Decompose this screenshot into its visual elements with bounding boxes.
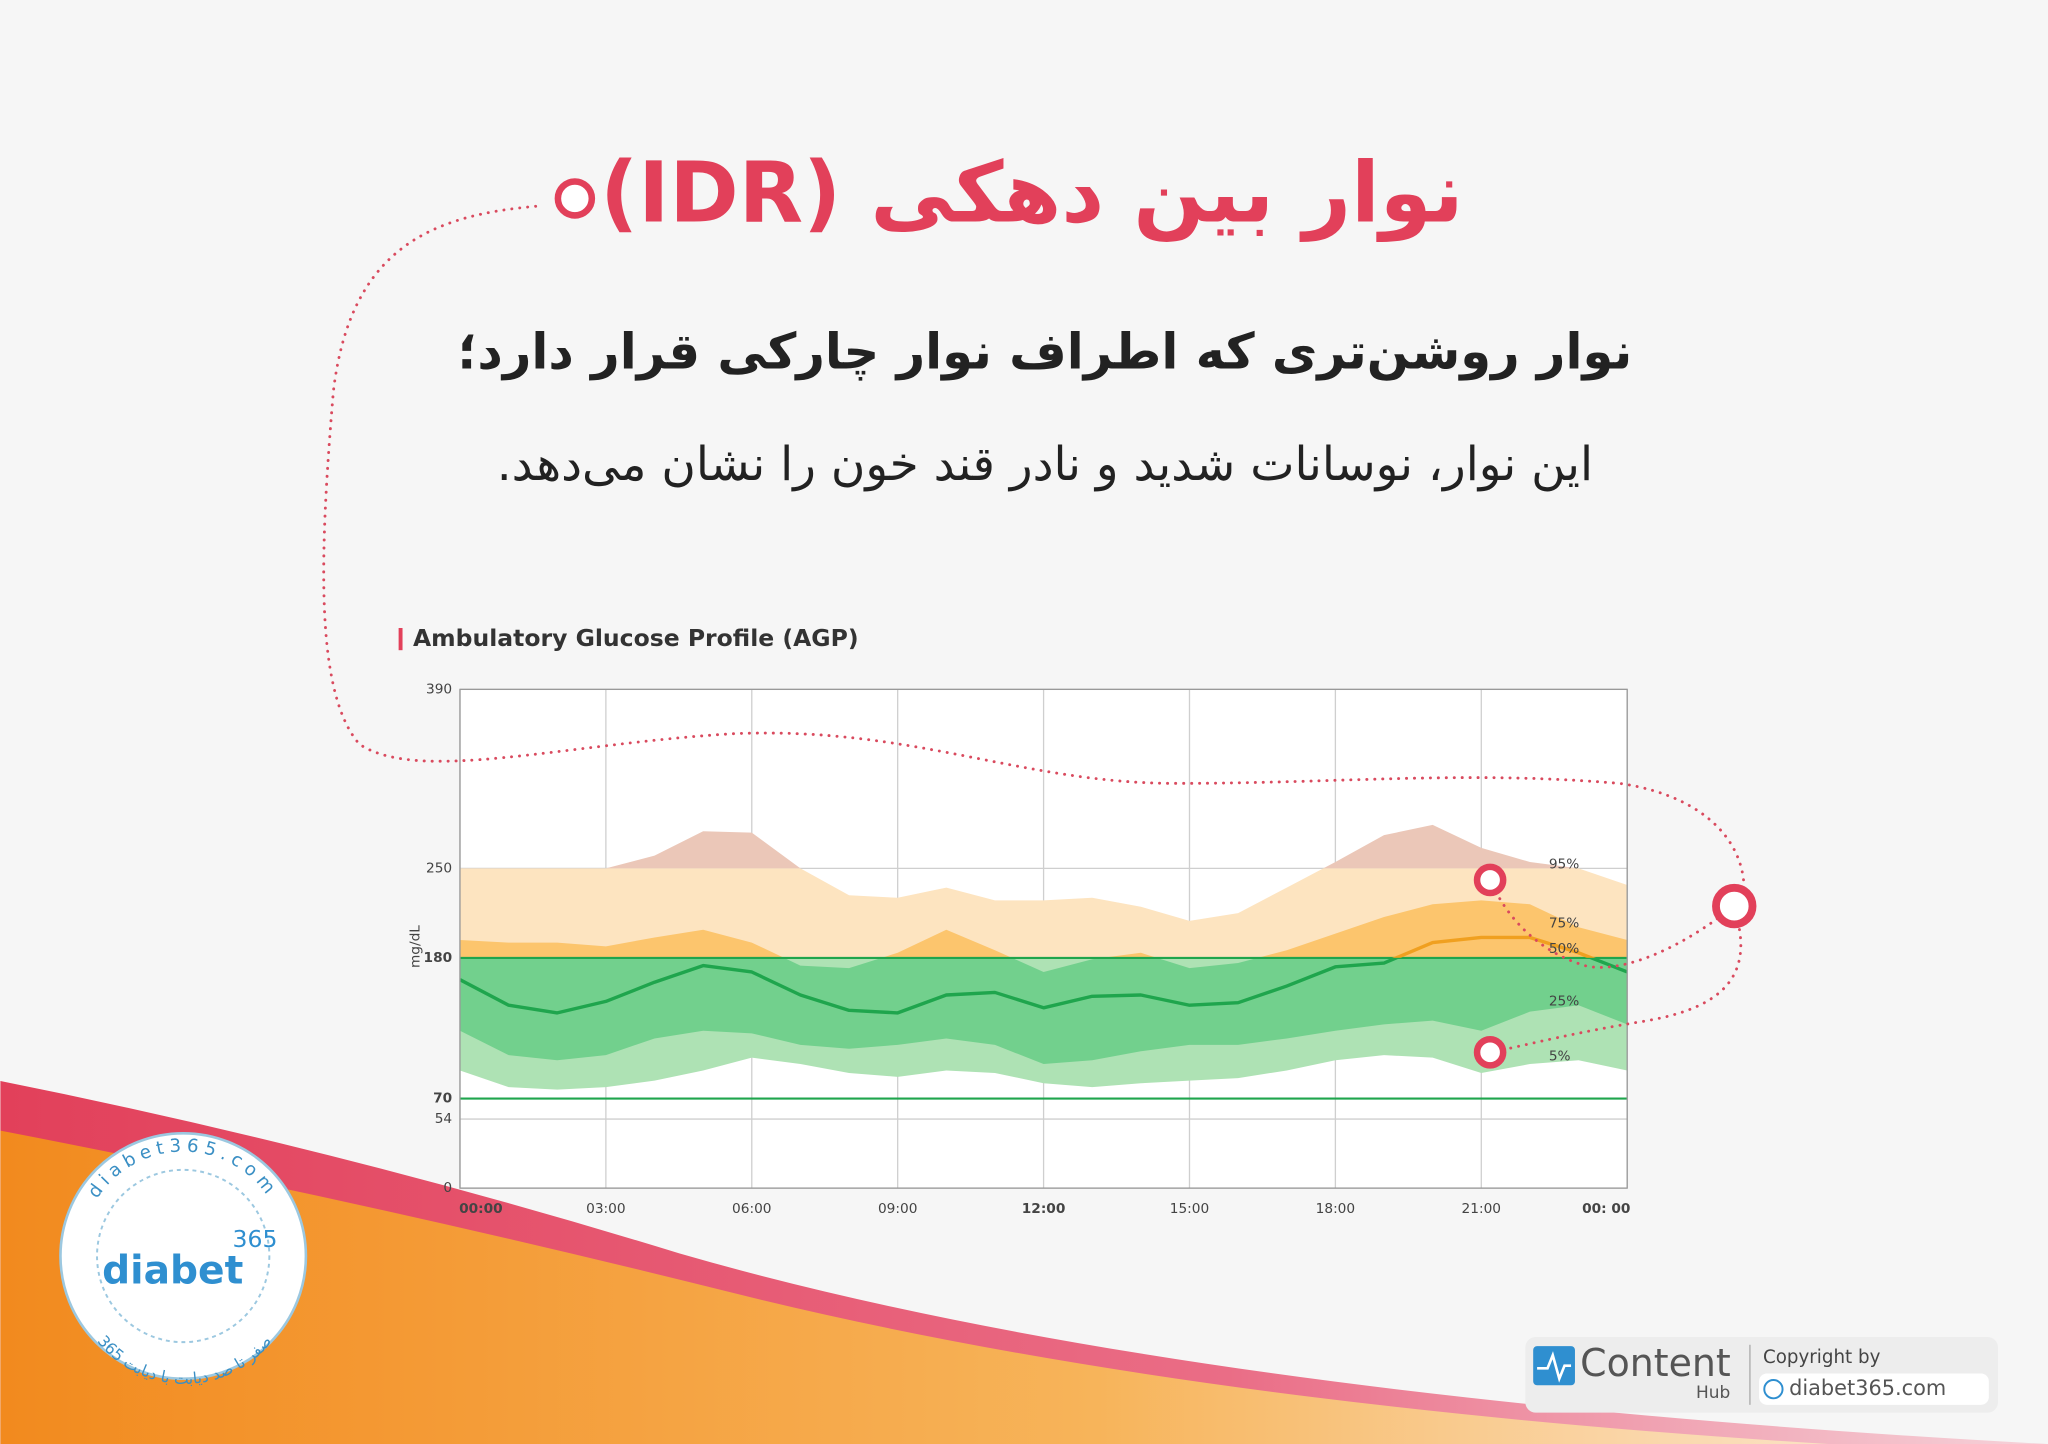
x-tick-label: 15:00 [1170,1201,1209,1217]
title-pointer [554,178,596,219]
y-tick-label: 250 [426,860,452,876]
inner-band [459,900,1628,958]
website-box [1759,1373,1989,1405]
y-tick-label: 390 [426,681,452,697]
chart-title: Ambulatory Glucose Profile (AGP) [413,624,859,652]
x-tick-label: 09:00 [878,1201,917,1217]
x-tick-label: 12:00 [1022,1201,1066,1217]
y-axis-label: mg/dL [408,925,424,968]
percentile-label: 95% [1549,856,1579,872]
y-tick-label: 70 [433,1091,452,1107]
x-tick-label: 06:00 [732,1201,771,1217]
y-tick-label: 180 [424,950,453,966]
percentile-label: 25% [1549,993,1579,1009]
brand-sub: Hub [1696,1383,1730,1403]
globe-icon [1763,1379,1784,1400]
x-tick-label: 18:00 [1316,1201,1355,1217]
x-tick-label: 00: 00 [1582,1201,1630,1217]
brand-icon-pulse [1537,1351,1572,1383]
x-tick-label: 21:00 [1462,1201,1501,1217]
dotted-connector [322,204,1746,1054]
median-line [1391,935,1597,958]
title-marker [398,627,403,651]
copyright: Copyright by [1763,1347,1881,1368]
inner-band [459,957,1628,1065]
band-pointer-top [1473,863,1507,897]
brand-icon [1533,1346,1575,1386]
logo-name: diabet [102,1248,243,1293]
plot-border [459,688,1628,1189]
headline: نوار بین دهکی (IDR) [600,143,1463,242]
x-tick-label: 00:00 [459,1201,503,1217]
percentile-label: 75% [1549,915,1579,931]
y-tick-label: 54 [435,1111,452,1127]
footer-badge: Content Hub Copyright by diabet365.com [1525,1336,1998,1413]
brand-name: Content [1580,1341,1731,1385]
percentile-label: 5% [1549,1048,1571,1064]
x-tick-label: 03:00 [586,1201,625,1217]
website: diabet365.com [1789,1376,1946,1400]
logo-number: 365 [233,1225,278,1253]
description: این نوار، نوسانات شدید و نادر قند خون را… [497,437,1593,492]
logo-inner-ring [96,1168,271,1344]
percentile-label: 50% [1549,941,1579,957]
y-tick-label: 0 [443,1180,452,1196]
outer-band [459,824,1579,869]
swoosh-orange [0,1130,1829,1444]
median-line [459,957,1628,1015]
band-pointer [1712,883,1757,929]
band-pointer-bottom [1473,1035,1507,1069]
subtitle: نوار روشن‌تری که اطراف نوار چارکی قرار د… [458,323,1633,382]
agp-chart: 00:00 03:00 06:00 09:00 12:00 15:00 18:00 21:00… [424,681,1631,1217]
